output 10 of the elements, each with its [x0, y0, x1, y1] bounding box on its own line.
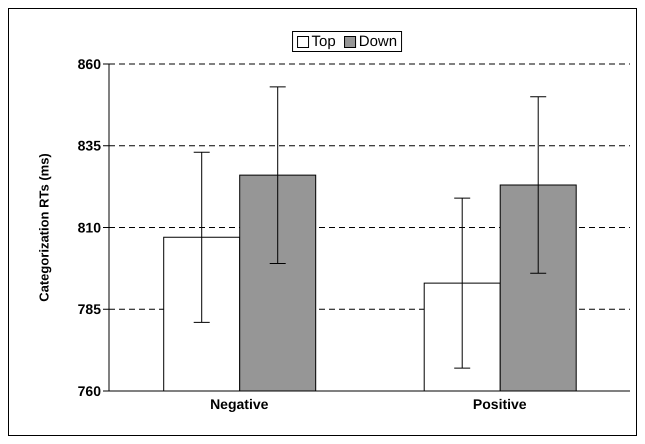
y-tick-label: 785	[78, 301, 102, 318]
y-tick-label: 835	[78, 138, 102, 154]
x-tick-label: Positive	[472, 396, 527, 412]
y-tick-label: 810	[78, 219, 102, 236]
y-axis-title: Categorization RTs (ms)	[36, 153, 52, 302]
x-tick-label: Negative	[210, 396, 269, 412]
legend-label: Down	[358, 33, 398, 50]
legend-label: Top	[312, 33, 336, 50]
y-tick-label: 760	[78, 382, 102, 399]
y-tick-label: 860	[78, 56, 102, 72]
